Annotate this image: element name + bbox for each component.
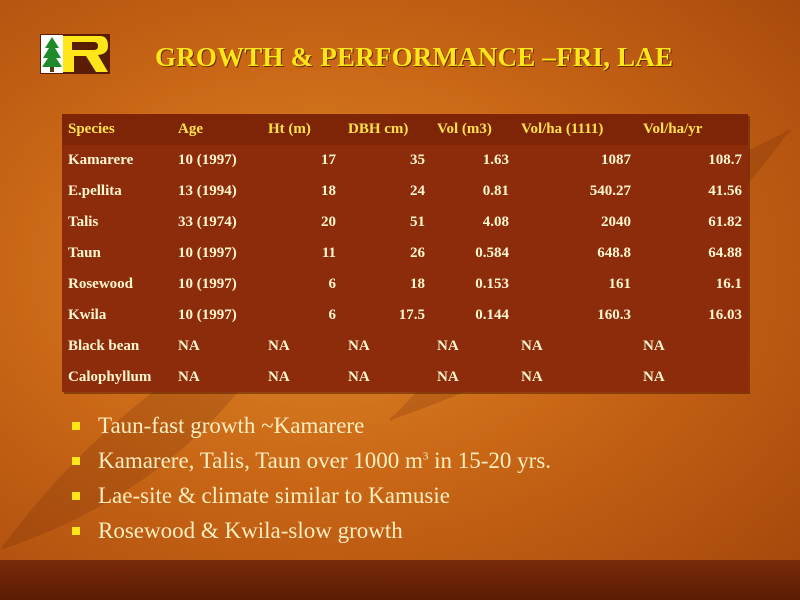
table-cell: NA (643, 338, 665, 354)
table-cell: 0.153 (475, 276, 509, 292)
table-cell: 10 (1997) (178, 276, 237, 292)
table-cell: 0.144 (475, 307, 509, 323)
column-header: DBH cm) (348, 121, 409, 137)
table-cell: Talis (68, 214, 99, 230)
bullet-item: Lae-site & climate similar to Kamusie (72, 478, 772, 513)
column-header: Vol/ha/yr (643, 121, 703, 137)
column-header: Age (178, 121, 203, 137)
table-cell: 33 (1974) (178, 214, 237, 230)
table-cell: NA (268, 369, 290, 385)
table-cell: 26 (410, 245, 425, 261)
table-cell: 10 (1997) (178, 245, 237, 261)
table-cell: 1087 (601, 152, 631, 168)
table-cell: Kwila (68, 307, 107, 323)
table-row: E.pellita 13 (1994) 18 24 0.81 540.27 41… (62, 176, 748, 207)
table-cell: 160.3 (597, 307, 631, 323)
column-header: Vol (m3) (437, 121, 492, 137)
table-cell: 41.56 (708, 183, 742, 199)
table-cell: 18 (321, 183, 336, 199)
table-cell: 0.584 (475, 245, 509, 261)
table-cell: 24 (410, 183, 425, 199)
table-cell: 18 (410, 276, 425, 292)
table-row: Rosewood 10 (1997) 6 18 0.153 161 16.1 (62, 269, 748, 300)
table-row: Calophyllum NA NA NA NA NA NA (62, 362, 748, 393)
table-cell: 17 (321, 152, 336, 168)
table-cell: NA (437, 369, 459, 385)
table-cell: 161 (608, 276, 632, 292)
bullet-text: Rosewood & Kwila-slow growth (98, 518, 403, 543)
table-cell: 648.8 (597, 245, 631, 261)
growth-table-container: Species Age Ht (m) DBH cm) Vol (m3) Vol/… (62, 114, 748, 392)
table-cell: NA (521, 369, 543, 385)
square-bullet-icon (72, 527, 80, 535)
bottom-band (0, 560, 800, 600)
square-bullet-icon (72, 422, 80, 430)
table-cell: 10 (1997) (178, 307, 237, 323)
table-row: Black bean NA NA NA NA NA NA (62, 331, 748, 362)
table-cell: Taun (68, 245, 101, 261)
column-header: Species (68, 121, 115, 137)
table-cell: 61.82 (708, 214, 742, 230)
bullet-list: Taun-fast growth ~Kamarere Kamarere, Tal… (72, 408, 772, 548)
bullet-text: Lae-site & climate similar to Kamusie (98, 483, 450, 508)
bullet-item: Rosewood & Kwila-slow growth (72, 513, 772, 548)
table-cell: 64.88 (708, 245, 742, 261)
growth-table: Species Age Ht (m) DBH cm) Vol (m3) Vol/… (62, 114, 748, 393)
table-cell: NA (348, 369, 370, 385)
table-cell: 6 (328, 307, 337, 323)
table-cell: Calophyllum (68, 369, 152, 385)
table-row: Talis 33 (1974) 20 51 4.08 2040 61.82 (62, 207, 748, 238)
table-cell: 540.27 (589, 183, 631, 199)
table-cell: NA (178, 338, 200, 354)
table-cell: 2040 (601, 214, 631, 230)
column-header: Vol/ha (1111) (521, 121, 604, 137)
table-cell: 11 (321, 245, 336, 261)
table-cell: 20 (321, 214, 336, 230)
table-cell: NA (521, 338, 543, 354)
table-cell: NA (178, 369, 200, 385)
table-cell: E.pellita (68, 183, 122, 199)
table-cell: 1.63 (482, 152, 509, 168)
table-row: Kwila 10 (1997) 6 17.5 0.144 160.3 16.03 (62, 300, 748, 331)
bullet-text: Taun-fast growth ~Kamarere (98, 413, 365, 438)
table-cell: 35 (410, 152, 425, 168)
bullet-item: Kamarere, Talis, Taun over 1000 m3 in 15… (72, 443, 772, 478)
table-cell: NA (437, 338, 459, 354)
bullet-item: Taun-fast growth ~Kamarere (72, 408, 772, 443)
bullet-text-part: Kamarere, Talis, Taun over 1000 m (98, 448, 423, 473)
table-cell: 16.1 (715, 276, 742, 292)
table-cell: 4.08 (482, 214, 509, 230)
table-cell: NA (643, 369, 665, 385)
superscript: 3 (422, 450, 429, 463)
square-bullet-icon (72, 457, 80, 465)
column-header: Ht (m) (268, 121, 311, 137)
table-cell: 51 (410, 214, 425, 230)
table-cell: Kamarere (68, 152, 134, 168)
table-cell: 10 (1997) (178, 152, 237, 168)
slide-title: GROWTH & PERFORMANCE –FRI, LAE (155, 42, 674, 72)
table-cell: 6 (328, 276, 337, 292)
table-cell: 17.5 (398, 307, 425, 323)
square-bullet-icon (72, 492, 80, 500)
fri-logo (40, 34, 110, 74)
bullet-text-part: in 15-20 yrs. (428, 448, 552, 473)
table-cell: 16.03 (708, 307, 742, 323)
table-cell: 108.7 (708, 152, 742, 168)
table-cell: NA (268, 338, 290, 354)
table-cell: Rosewood (68, 276, 134, 292)
table-header-row: Species Age Ht (m) DBH cm) Vol (m3) Vol/… (62, 114, 748, 145)
table-cell: 0.81 (482, 183, 509, 199)
table-cell: Black bean (68, 338, 140, 354)
table-row: Taun 10 (1997) 11 26 0.584 648.8 64.88 (62, 238, 748, 269)
table-cell: 13 (1994) (178, 183, 237, 199)
table-row: Kamarere 10 (1997) 17 35 1.63 1087 108.7 (62, 145, 748, 176)
table-cell: NA (348, 338, 370, 354)
